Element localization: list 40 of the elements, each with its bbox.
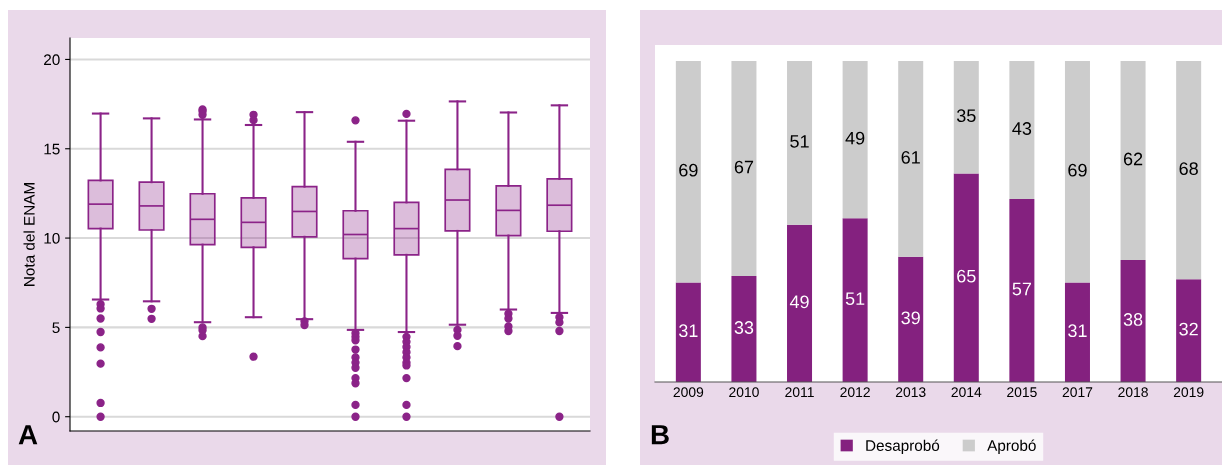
data-label: 43: [1012, 122, 1032, 135]
x-tick-label: 2012: [840, 387, 870, 398]
y-axis-title: Nota del ENAM: [23, 183, 35, 286]
data-label: 69: [1068, 163, 1087, 177]
data-label: 39: [901, 311, 920, 325]
x-tick-label: 2010: [729, 387, 759, 398]
data-label: 61: [901, 151, 920, 164]
data-label: 68: [1179, 162, 1198, 176]
data-label: 49: [789, 295, 809, 309]
data-label: 31: [679, 324, 698, 338]
y-tick-label: 20: [44, 54, 60, 66]
x-tick-label: 2015: [1007, 387, 1037, 398]
data-label: 69: [679, 163, 698, 177]
y-tick-label: 5: [52, 322, 60, 334]
data-label: 62: [1123, 152, 1143, 166]
data-label: 38: [1123, 313, 1143, 326]
x-tick-label: 2014: [951, 387, 982, 398]
x-tick-label: 2013: [895, 387, 926, 398]
x-tick-label: 2011: [785, 387, 814, 398]
y-tick-label: 0: [52, 411, 60, 423]
legend-label: Desaprobó: [866, 439, 940, 454]
data-label: 33: [734, 321, 754, 334]
x-tick-label: 2019: [1173, 387, 1204, 398]
x-tick-label: 2017: [1062, 387, 1093, 398]
data-label: 65: [957, 269, 976, 283]
text: B: [651, 425, 669, 445]
data-label: 32: [1179, 322, 1198, 336]
text: A: [18, 425, 38, 445]
x-tick-label: 2009: [673, 387, 704, 398]
data-label: 49: [845, 131, 865, 145]
data-label: 51: [790, 135, 809, 148]
legend-label: Aprobó: [987, 439, 1036, 454]
y-tick-label: 15: [44, 143, 60, 155]
data-label: 67: [734, 160, 754, 174]
y-tick-label: 10: [44, 232, 60, 244]
x-tick-label: 2018: [1118, 387, 1148, 398]
data-label: 35: [956, 109, 976, 123]
data-label: 51: [845, 292, 865, 305]
data-label: 57: [1012, 282, 1032, 296]
data-label: 31: [1068, 324, 1087, 338]
